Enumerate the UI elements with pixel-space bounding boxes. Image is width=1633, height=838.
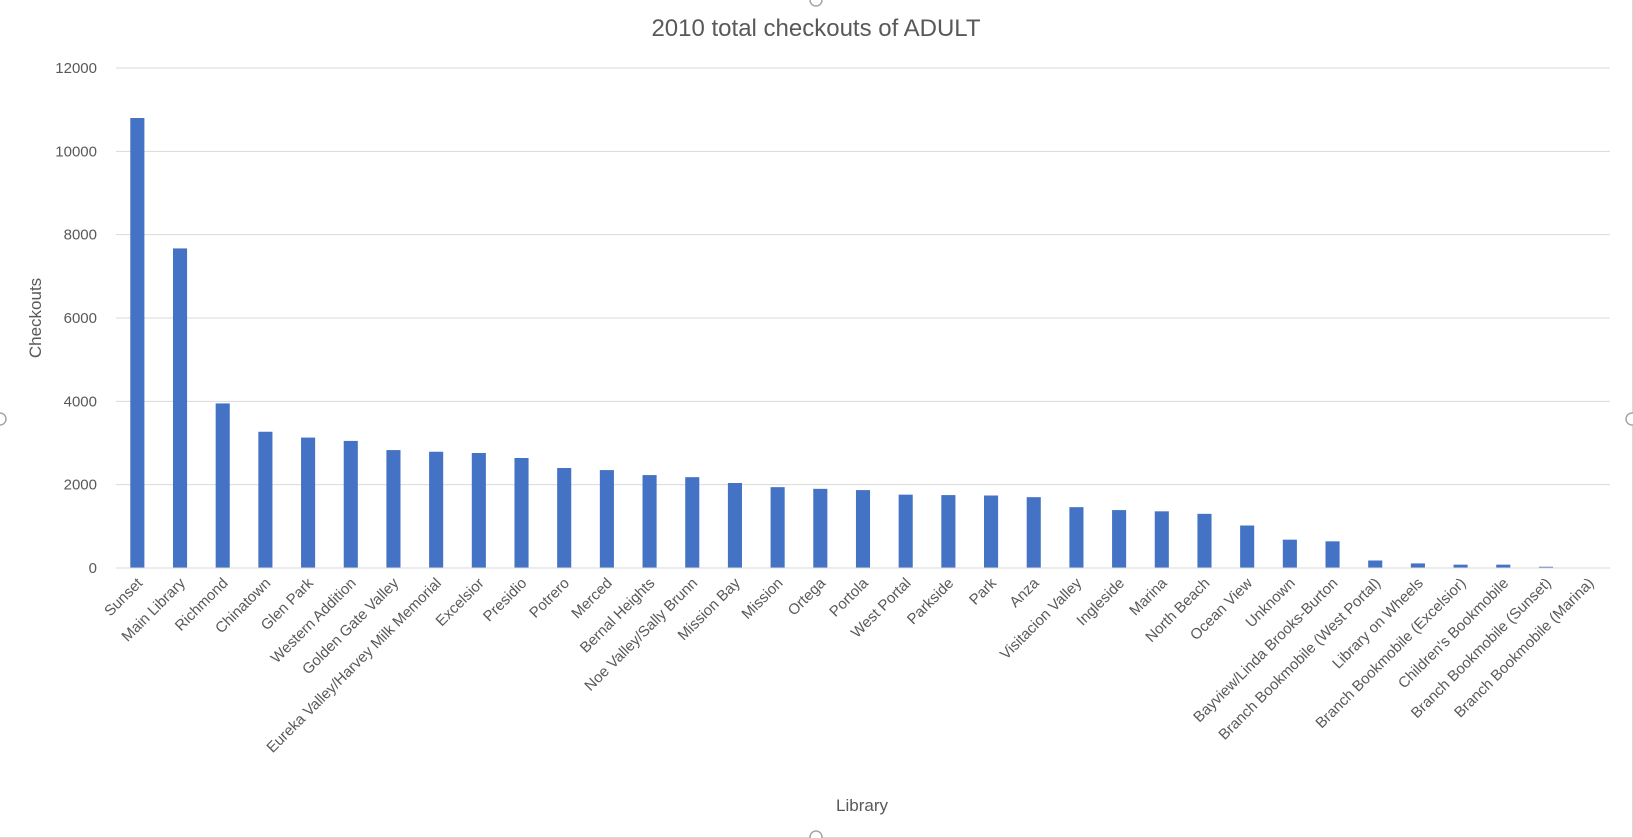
bar: [599, 470, 614, 568]
resize-handle[interactable]: [1625, 412, 1633, 426]
x-category-label: Potrero: [526, 575, 573, 622]
bar: [813, 488, 828, 568]
bar: [727, 483, 742, 568]
x-category-label: Ingleside: [1073, 575, 1127, 629]
y-tick-label: 8000: [64, 227, 97, 244]
bar: [770, 487, 785, 568]
bar: [855, 490, 871, 568]
x-axis-title: Library: [836, 796, 888, 815]
x-category-label: Parkside: [904, 575, 957, 628]
bar: [343, 440, 358, 568]
bar: [898, 494, 913, 568]
bar: [1538, 566, 1554, 568]
x-category-label: Park: [966, 574, 1000, 608]
bar: [1026, 497, 1041, 568]
bar: [685, 477, 700, 568]
chart-title: 2010 total checkouts of ADULT: [651, 15, 980, 42]
x-category-label: Ortega: [785, 574, 830, 619]
y-tick-label: 12000: [55, 60, 97, 77]
bar: [471, 453, 486, 568]
y-tick-label: 2000: [64, 477, 97, 494]
bar: [1112, 510, 1127, 568]
bars: [130, 118, 1596, 569]
y-axis-ticks: 0 2000 4000 6000 8000 10000 12000: [55, 60, 97, 577]
bar: [258, 431, 273, 568]
y-tick-label: 4000: [64, 393, 97, 410]
x-category-label: Bernal Heights: [577, 575, 659, 657]
bar: [301, 437, 316, 568]
bar: [642, 475, 657, 568]
bar: [1197, 513, 1212, 568]
bar: [1240, 525, 1255, 568]
bar: [386, 450, 401, 568]
bar: [1368, 560, 1383, 568]
y-tick-label: 6000: [64, 310, 97, 327]
resize-handle[interactable]: [0, 412, 7, 426]
resize-handle[interactable]: [809, 0, 823, 7]
bar: [557, 468, 572, 568]
bar: [1069, 507, 1084, 568]
bar: [1282, 539, 1297, 568]
bar: [429, 451, 444, 568]
bar: [1496, 564, 1511, 568]
bar: [514, 458, 529, 568]
x-category-label: Anza: [1006, 574, 1043, 611]
bar: [130, 118, 145, 568]
resize-handle[interactable]: [809, 830, 823, 838]
x-category-label: Mission: [738, 575, 786, 623]
y-tick-label: 10000: [55, 143, 97, 160]
bar: [1325, 541, 1340, 568]
bar: [1154, 511, 1169, 568]
bar: [984, 495, 999, 568]
x-category-label: Presidio: [480, 575, 530, 625]
bar: [1453, 564, 1468, 568]
bar: [941, 495, 956, 568]
bar: [1410, 563, 1425, 568]
y-tick-label: 0: [89, 560, 97, 577]
bar: [172, 248, 188, 568]
bar: [215, 403, 230, 568]
y-axis-title: Checkouts: [26, 278, 45, 358]
gridlines: [116, 67, 1610, 486]
